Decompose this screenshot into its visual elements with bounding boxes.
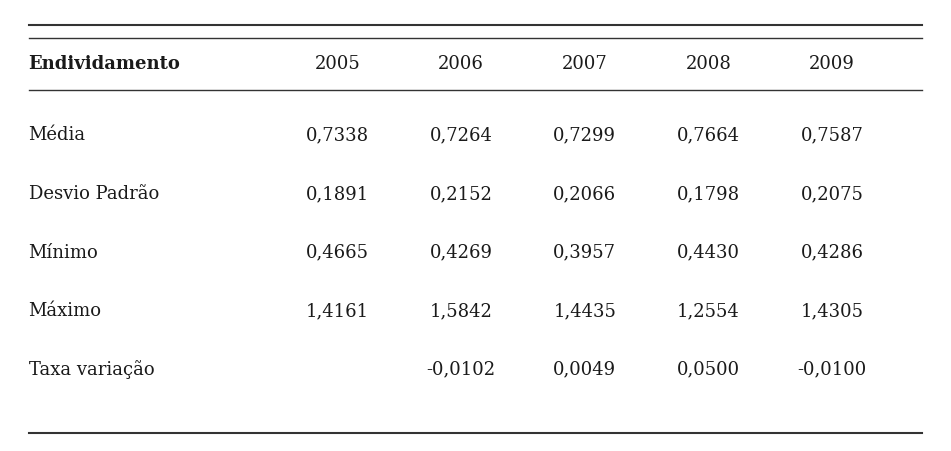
- Text: Desvio Padrão: Desvio Padrão: [29, 185, 159, 203]
- Text: 0,4430: 0,4430: [677, 244, 740, 262]
- Text: 0,4665: 0,4665: [306, 244, 369, 262]
- Text: Mínimo: Mínimo: [29, 244, 98, 262]
- Text: Máximo: Máximo: [29, 302, 102, 320]
- Text: 1,4435: 1,4435: [553, 302, 616, 320]
- Text: 0,2075: 0,2075: [801, 185, 864, 203]
- Text: Endividamento: Endividamento: [29, 55, 181, 73]
- Text: 0,7664: 0,7664: [677, 126, 740, 144]
- Text: 2009: 2009: [809, 55, 855, 73]
- Text: 0,7264: 0,7264: [430, 126, 493, 144]
- Text: 2008: 2008: [686, 55, 731, 73]
- Text: 0,7338: 0,7338: [306, 126, 369, 144]
- Text: 0,4269: 0,4269: [430, 244, 493, 262]
- Text: -0,0100: -0,0100: [798, 361, 866, 379]
- Text: 0,3957: 0,3957: [553, 244, 616, 262]
- Text: 0,1891: 0,1891: [306, 185, 369, 203]
- Text: 0,2152: 0,2152: [430, 185, 493, 203]
- Text: 2005: 2005: [315, 55, 360, 73]
- Text: Média: Média: [29, 126, 86, 144]
- Text: 1,4305: 1,4305: [801, 302, 864, 320]
- Text: Taxa variação: Taxa variação: [29, 360, 154, 379]
- Text: 0,2066: 0,2066: [553, 185, 616, 203]
- Text: 1,4161: 1,4161: [306, 302, 369, 320]
- Text: -0,0102: -0,0102: [427, 361, 495, 379]
- Text: 1,2554: 1,2554: [677, 302, 740, 320]
- Text: 0,0049: 0,0049: [553, 361, 616, 379]
- Text: 0,7299: 0,7299: [553, 126, 616, 144]
- Text: 0,7587: 0,7587: [801, 126, 864, 144]
- Text: 0,0500: 0,0500: [677, 361, 740, 379]
- Text: 0,4286: 0,4286: [801, 244, 864, 262]
- Text: 1,5842: 1,5842: [430, 302, 493, 320]
- Text: 2007: 2007: [562, 55, 608, 73]
- Text: 0,1798: 0,1798: [677, 185, 740, 203]
- Text: 2006: 2006: [438, 55, 484, 73]
